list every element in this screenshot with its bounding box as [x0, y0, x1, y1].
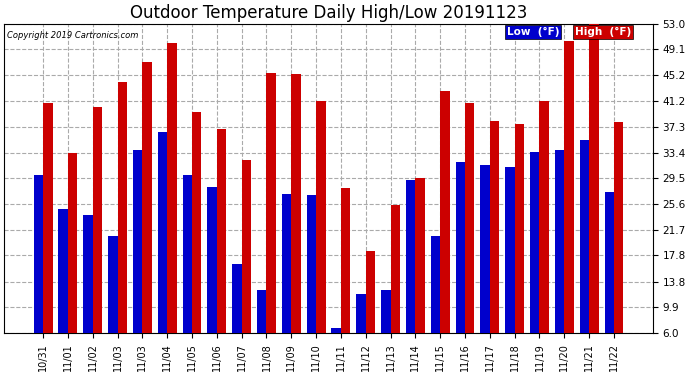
Bar	[59, 209, 68, 333]
Bar	[530, 152, 540, 333]
Bar	[540, 101, 549, 333]
Bar	[208, 187, 217, 333]
Bar	[381, 290, 391, 333]
Bar	[282, 194, 291, 333]
Bar	[614, 123, 623, 333]
Bar	[406, 180, 415, 333]
Bar	[108, 236, 117, 333]
Bar	[316, 101, 326, 333]
Text: Copyright 2019 Cartronics.com: Copyright 2019 Cartronics.com	[8, 32, 139, 40]
Bar	[291, 74, 301, 333]
Bar	[465, 103, 475, 333]
Bar	[83, 215, 92, 333]
Bar	[604, 192, 614, 333]
Bar	[431, 236, 440, 333]
Bar	[455, 162, 465, 333]
Bar	[233, 264, 241, 333]
Bar	[92, 107, 102, 333]
Bar	[217, 129, 226, 333]
Bar	[158, 132, 167, 333]
Bar	[391, 205, 400, 333]
Bar	[580, 140, 589, 333]
Bar	[555, 150, 564, 333]
Bar	[415, 178, 425, 333]
Text: High  (°F): High (°F)	[575, 27, 631, 37]
Bar	[192, 112, 201, 333]
Bar	[34, 175, 43, 333]
Bar	[480, 165, 490, 333]
Text: Low  (°F): Low (°F)	[507, 27, 560, 37]
Bar	[43, 103, 52, 333]
Bar	[589, 24, 598, 333]
Bar	[341, 188, 351, 333]
Bar	[306, 195, 316, 333]
Bar	[564, 42, 574, 333]
Bar	[440, 91, 450, 333]
Bar	[241, 160, 251, 333]
Bar	[117, 82, 127, 333]
Bar	[167, 44, 177, 333]
Bar	[366, 251, 375, 333]
Bar	[331, 328, 341, 333]
Bar	[490, 121, 500, 333]
Bar	[68, 153, 77, 333]
Bar	[257, 290, 266, 333]
Bar	[515, 124, 524, 333]
Bar	[356, 294, 366, 333]
Bar	[266, 73, 276, 333]
Bar	[142, 62, 152, 333]
Bar	[183, 175, 192, 333]
Bar	[133, 150, 142, 333]
Title: Outdoor Temperature Daily High/Low 20191123: Outdoor Temperature Daily High/Low 20191…	[130, 4, 527, 22]
Bar	[505, 167, 515, 333]
